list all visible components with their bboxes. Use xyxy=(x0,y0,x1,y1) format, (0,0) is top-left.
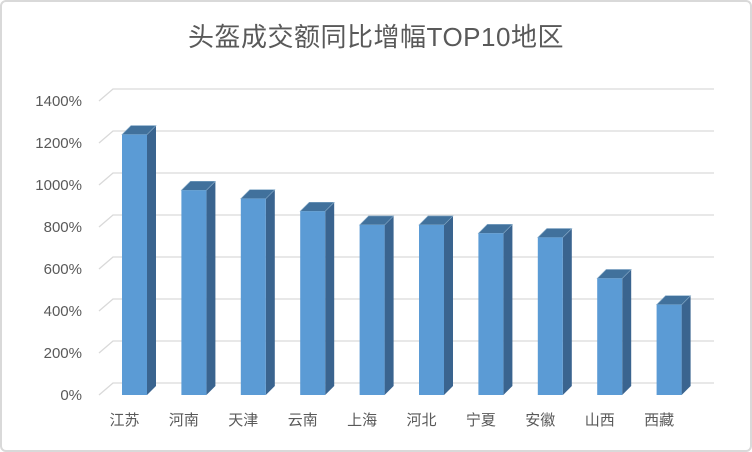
bar-side-face xyxy=(503,224,513,395)
bar-front-face xyxy=(122,134,147,395)
gridline-group: 1200% xyxy=(35,130,714,152)
gridline xyxy=(98,88,714,102)
bar-side-face xyxy=(325,202,335,395)
gridline xyxy=(98,382,714,396)
bar-front-face xyxy=(656,304,682,395)
bar-上海 xyxy=(358,215,395,395)
gridline xyxy=(98,340,714,354)
gridline-group: 0% xyxy=(60,382,714,404)
gridline-group: 400% xyxy=(44,298,714,320)
gridline xyxy=(98,298,714,312)
x-axis-category-label: 安徽 xyxy=(525,412,555,429)
bar-side-face xyxy=(444,215,453,395)
bar-side-face xyxy=(206,181,216,395)
gridline-group: 200% xyxy=(44,340,714,362)
gridline-group: 600% xyxy=(44,256,714,278)
bar-安徽 xyxy=(537,228,573,395)
x-axis-category-label: 江苏 xyxy=(109,412,139,429)
x-axis-category-label: 西藏 xyxy=(644,412,674,429)
bar-front-face xyxy=(597,278,623,395)
x-axis-category-label: 云南 xyxy=(288,412,318,429)
bar-河北 xyxy=(418,215,454,395)
bar-宁夏 xyxy=(477,224,514,395)
bar-河南 xyxy=(180,180,217,395)
bar-front-face xyxy=(181,190,207,395)
gridline xyxy=(98,256,714,270)
bar-西藏 xyxy=(655,295,692,395)
bar-side-face xyxy=(562,228,572,395)
x-axis-category-label: 河南 xyxy=(169,412,199,429)
bar-front-face xyxy=(300,211,326,395)
bar-天津 xyxy=(240,189,276,395)
bar-front-face xyxy=(359,224,385,395)
y-axis-tick-label: 1400% xyxy=(35,93,82,110)
bar-front-face xyxy=(478,233,504,395)
x-axis-category-label: 山西 xyxy=(585,412,615,429)
bar-side-face xyxy=(622,269,632,395)
gridline xyxy=(98,130,714,144)
y-axis-tick-label: 600% xyxy=(44,261,82,278)
y-axis-tick-label: 800% xyxy=(44,219,82,236)
bar-side-face xyxy=(265,189,275,395)
bar-江苏 xyxy=(121,125,157,395)
x-axis-category-label: 宁夏 xyxy=(466,412,496,429)
x-axis-category-label: 天津 xyxy=(228,412,258,429)
bar-side-face xyxy=(147,125,156,395)
gridline-group: 800% xyxy=(44,214,714,236)
y-axis-tick-label: 1200% xyxy=(35,135,82,152)
gridline xyxy=(98,172,714,186)
bar-山西 xyxy=(596,269,632,395)
bar-front-face xyxy=(419,224,444,395)
y-axis-tick-label: 200% xyxy=(44,345,82,362)
y-axis-tick-label: 1000% xyxy=(35,177,82,194)
gridline xyxy=(98,214,714,228)
x-axis-category-label: 河北 xyxy=(406,412,436,429)
bar-side-face xyxy=(681,295,691,395)
bar-云南 xyxy=(299,201,335,395)
bar-front-face xyxy=(240,198,266,395)
bar-side-face xyxy=(384,215,394,395)
x-axis-category-label: 上海 xyxy=(347,412,377,429)
chart-title: 头盔成交额同比增幅TOP10地区 xyxy=(188,22,564,52)
y-axis-tick-label: 400% xyxy=(44,303,82,320)
bar-front-face xyxy=(537,237,563,395)
gridline-group: 1000% xyxy=(35,172,714,194)
y-axis-tick-label: 0% xyxy=(60,387,82,404)
gridline-group: 1400% xyxy=(35,88,714,110)
